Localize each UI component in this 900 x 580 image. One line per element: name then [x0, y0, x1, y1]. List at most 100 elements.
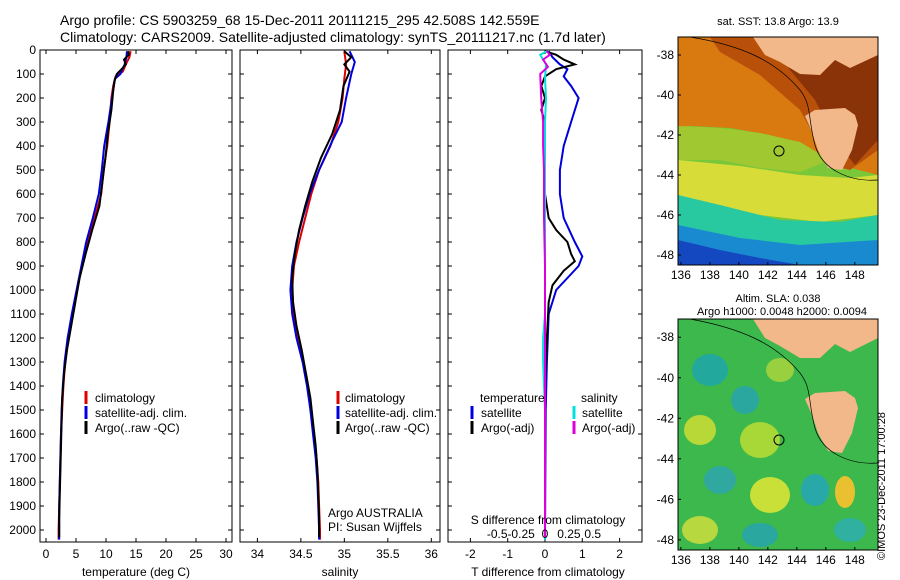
y-tick-label: 200	[16, 91, 36, 105]
x-tick-label: 36	[425, 547, 439, 561]
legend-header-temperature: temperature	[480, 391, 545, 405]
sla-eddy	[742, 523, 778, 547]
y-tick-label: 1100	[10, 307, 36, 321]
y-tick-label: 700	[16, 211, 36, 225]
difference-lines	[538, 50, 584, 540]
sla-map-subtitle: Argo h1000: 0.0048 h2000: 0.0094	[697, 306, 867, 318]
salinity-panel: 34 34.5 35 35.5 36 salinity climatology sate…	[239, 49, 441, 579]
sla-eddy	[750, 477, 790, 513]
x-tick-label: 34.5	[289, 547, 313, 561]
y-tick-label: 0	[29, 43, 36, 57]
sst-map-ticks: 136 138 140 142 144 146 148 -38 -40 -42 -44 -46 -48	[657, 48, 865, 282]
x-tick-label: 10	[99, 547, 113, 561]
map-y-tick-label: -48	[657, 533, 675, 547]
climatology-title: Climatology: CARS2009. Satellite-adjuste…	[60, 29, 606, 45]
map-y-tick-label: -40	[657, 88, 675, 102]
salinity-legend: climatology satellite-adj. clim. Argo(..…	[336, 391, 437, 435]
sla-eddy	[835, 476, 855, 508]
y-tick-label: 1400	[9, 379, 36, 393]
x-tick-label: 1	[579, 547, 586, 561]
series-line-argo-raw-qc-	[291, 50, 353, 538]
map-y-tick-label: -40	[657, 371, 675, 385]
y-tick-label: 900	[16, 259, 36, 273]
y-tick-label: 300	[16, 115, 36, 129]
y-tick-label: 1300	[9, 355, 36, 369]
sst-map-frame	[677, 36, 879, 266]
y-tick-label: 400	[16, 139, 36, 153]
profile-title: Argo profile: CS 5903259_68 15-Dec-2011 …	[60, 12, 540, 28]
sla-eddy	[740, 422, 780, 458]
legend-label-s-argo: Argo(-adj)	[582, 421, 635, 435]
sla-map-panel: Altim. SLA: 0.038 Argo h1000: 0.0048 h20…	[657, 293, 879, 567]
x-tick-label: 20	[159, 547, 173, 561]
map-x-tick-label: 144	[787, 553, 807, 567]
y-tick-label: 500	[16, 163, 36, 177]
y-tick-label: 1600	[9, 427, 36, 441]
map-y-tick-label: -38	[657, 330, 675, 344]
x-tick-label: 30	[219, 547, 233, 561]
difference-legend: temperature satellite Argo(-adj) salinit…	[470, 391, 635, 435]
y-tick-label: 1200	[9, 331, 36, 345]
salinity-diff-ticklabels: -0.5 -0.25 0 0.25 0.5	[487, 527, 602, 541]
map-x-tick-label: 136	[671, 268, 691, 282]
salinity-diff-tick-label: 0.25	[557, 527, 581, 541]
salinity-axes-frame	[239, 49, 441, 543]
sla-eddy	[704, 466, 736, 494]
y-tick-label: 800	[16, 235, 36, 249]
x-tick-label: 34	[251, 547, 265, 561]
sst-coldest-band	[678, 240, 800, 265]
tasmania	[805, 391, 858, 453]
sla-eddy	[682, 516, 718, 544]
sst-yellow-band	[678, 160, 878, 222]
map-x-tick-label: 138	[700, 268, 720, 282]
sla-argo-marker	[773, 434, 785, 446]
mainland-australia	[753, 37, 878, 75]
y-tick-label: 1700	[9, 451, 36, 465]
y-tick-label: 1000	[9, 283, 36, 297]
legend-header-salinity: salinity	[581, 391, 618, 405]
map-x-tick-label: 142	[758, 268, 778, 282]
x-tick-label: 5	[73, 547, 80, 561]
mainland-australia	[753, 319, 878, 358]
legend-label-t-argo: Argo(-adj)	[481, 421, 534, 435]
sla-map-image	[678, 319, 878, 550]
difference-panel: -2 -1 0 1 2 S difference from climatology -0…	[447, 49, 643, 579]
map-y-tick-label: -48	[657, 248, 675, 262]
map-x-tick-label: 144	[787, 268, 807, 282]
salinity-diff-label: S difference from climatology	[471, 513, 626, 527]
x-tick-label: 0	[43, 547, 50, 561]
map-x-tick-label: 146	[816, 268, 836, 282]
legend-label-satellite-adj: satellite-adj. clim.	[95, 406, 187, 420]
temperature-ticks: 0100200300400500600700800900100011001200…	[9, 43, 233, 561]
map-y-tick-label: -44	[657, 452, 675, 466]
x-tick-label: 35	[338, 547, 352, 561]
temperature-xlabel: temperature (deg C)	[82, 565, 190, 579]
series-line-temperature-satellite	[544, 50, 584, 540]
map-x-tick-label: 140	[729, 553, 749, 567]
temperature-diff-label: T difference from climatology	[471, 565, 625, 579]
x-tick-label: -1	[502, 547, 513, 561]
salinity-ticks: 34 34.5 35 35.5 36	[240, 49, 440, 561]
sla-eddy	[834, 518, 866, 542]
sst-map-title: sat. SST: 13.8 Argo: 13.9	[717, 16, 839, 28]
x-tick-label: -2	[465, 547, 476, 561]
x-tick-label: 35.5	[376, 547, 400, 561]
x-tick-label: 2	[616, 547, 623, 561]
sla-eddy	[766, 358, 794, 382]
legend-label-climatology: climatology	[95, 391, 155, 405]
map-x-tick-label: 140	[729, 268, 749, 282]
series-line-argo-raw-qc-	[58, 51, 130, 538]
sla-eddy	[801, 474, 829, 506]
legend-label-t-satellite: satellite	[481, 406, 522, 420]
sla-eddy	[684, 415, 716, 445]
x-tick-label: 0	[542, 547, 549, 561]
y-tick-label: 600	[16, 187, 36, 201]
sst-depth-contour	[689, 37, 878, 181]
salinity-diff-tick-label: 0	[542, 527, 549, 541]
legend-label-satellite-adj: satellite-adj. clim.	[345, 406, 437, 420]
y-tick-label: 1500	[9, 403, 36, 417]
salinity-xlabel: salinity	[322, 565, 359, 579]
timestamp-stamp: ©IMOS 23-Dec-2011 17:00:28	[876, 412, 888, 560]
y-tick-label: 2000	[9, 523, 36, 537]
